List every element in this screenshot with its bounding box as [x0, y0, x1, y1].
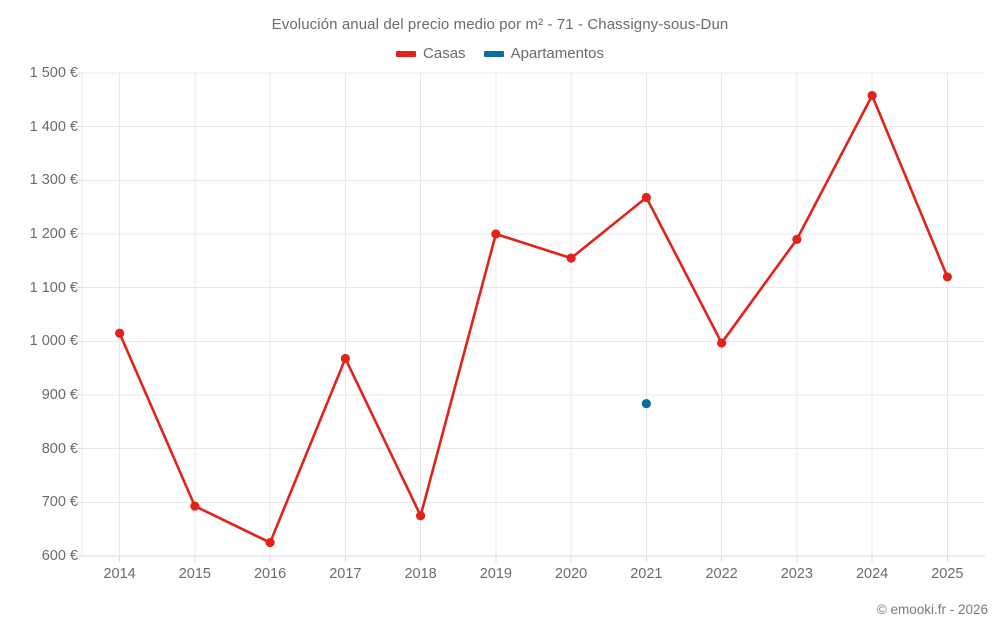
x-axis-label: 2023: [780, 566, 814, 582]
legend-swatch-casas: [396, 50, 417, 57]
y-axis-label: 600 €: [41, 548, 78, 564]
y-axis-label: 1 500 €: [29, 65, 78, 81]
x-axis-label: 2015: [178, 566, 212, 582]
series-line-casas: [118, 94, 949, 544]
y-axis-label: 1 300 €: [29, 172, 78, 189]
data-point[interactable]: [190, 501, 200, 511]
data-point[interactable]: [641, 192, 651, 203]
data-point[interactable]: [340, 353, 350, 364]
y-axis-label: 900 €: [41, 387, 78, 403]
data-point[interactable]: [265, 537, 275, 548]
legend-item-casas[interactable]: Casas: [396, 45, 466, 62]
copyright-credit: © emooki.fr - 2026: [876, 602, 988, 617]
x-axis-label: 2017: [329, 566, 362, 582]
legend-swatch-apartamentos: [483, 50, 504, 57]
legend-label-casas: Casas: [423, 45, 466, 62]
y-axis-label: 1 200 €: [29, 226, 78, 242]
x-axis-label: 2019: [479, 566, 513, 582]
x-axis-label: 2018: [404, 566, 437, 582]
chart-legend: Casas Apartamentos: [0, 45, 1000, 62]
data-point[interactable]: [566, 253, 576, 263]
chart-title: Evolución anual del precio medio por m² …: [271, 16, 729, 33]
x-axis-label: 2016: [253, 566, 287, 582]
data-point[interactable]: [867, 90, 877, 101]
y-axis-label: 1 000 €: [29, 333, 78, 350]
y-axis-label: 1 100 €: [29, 279, 78, 296]
data-point[interactable]: [717, 338, 727, 348]
legend-label-apartamentos: Apartamentos: [510, 45, 604, 62]
y-axis-label: 800 €: [41, 440, 78, 457]
x-axis-label: 2014: [103, 566, 136, 582]
y-axis-label: 700 €: [41, 494, 78, 511]
data-point[interactable]: [641, 398, 651, 409]
x-axis-label: 2025: [931, 566, 964, 582]
x-axis-label: 2020: [554, 566, 588, 582]
data-point[interactable]: [792, 234, 802, 244]
x-axis-label: 2022: [705, 566, 738, 582]
data-point[interactable]: [942, 272, 952, 282]
data-point[interactable]: [491, 229, 501, 239]
legend-item-apartamentos[interactable]: Apartamentos: [483, 45, 604, 62]
data-point[interactable]: [115, 328, 125, 338]
data-point[interactable]: [416, 511, 426, 521]
y-axis-label: 1 400 €: [29, 118, 78, 135]
x-axis-label: 2021: [630, 566, 663, 582]
x-axis-label: 2024: [855, 566, 889, 582]
